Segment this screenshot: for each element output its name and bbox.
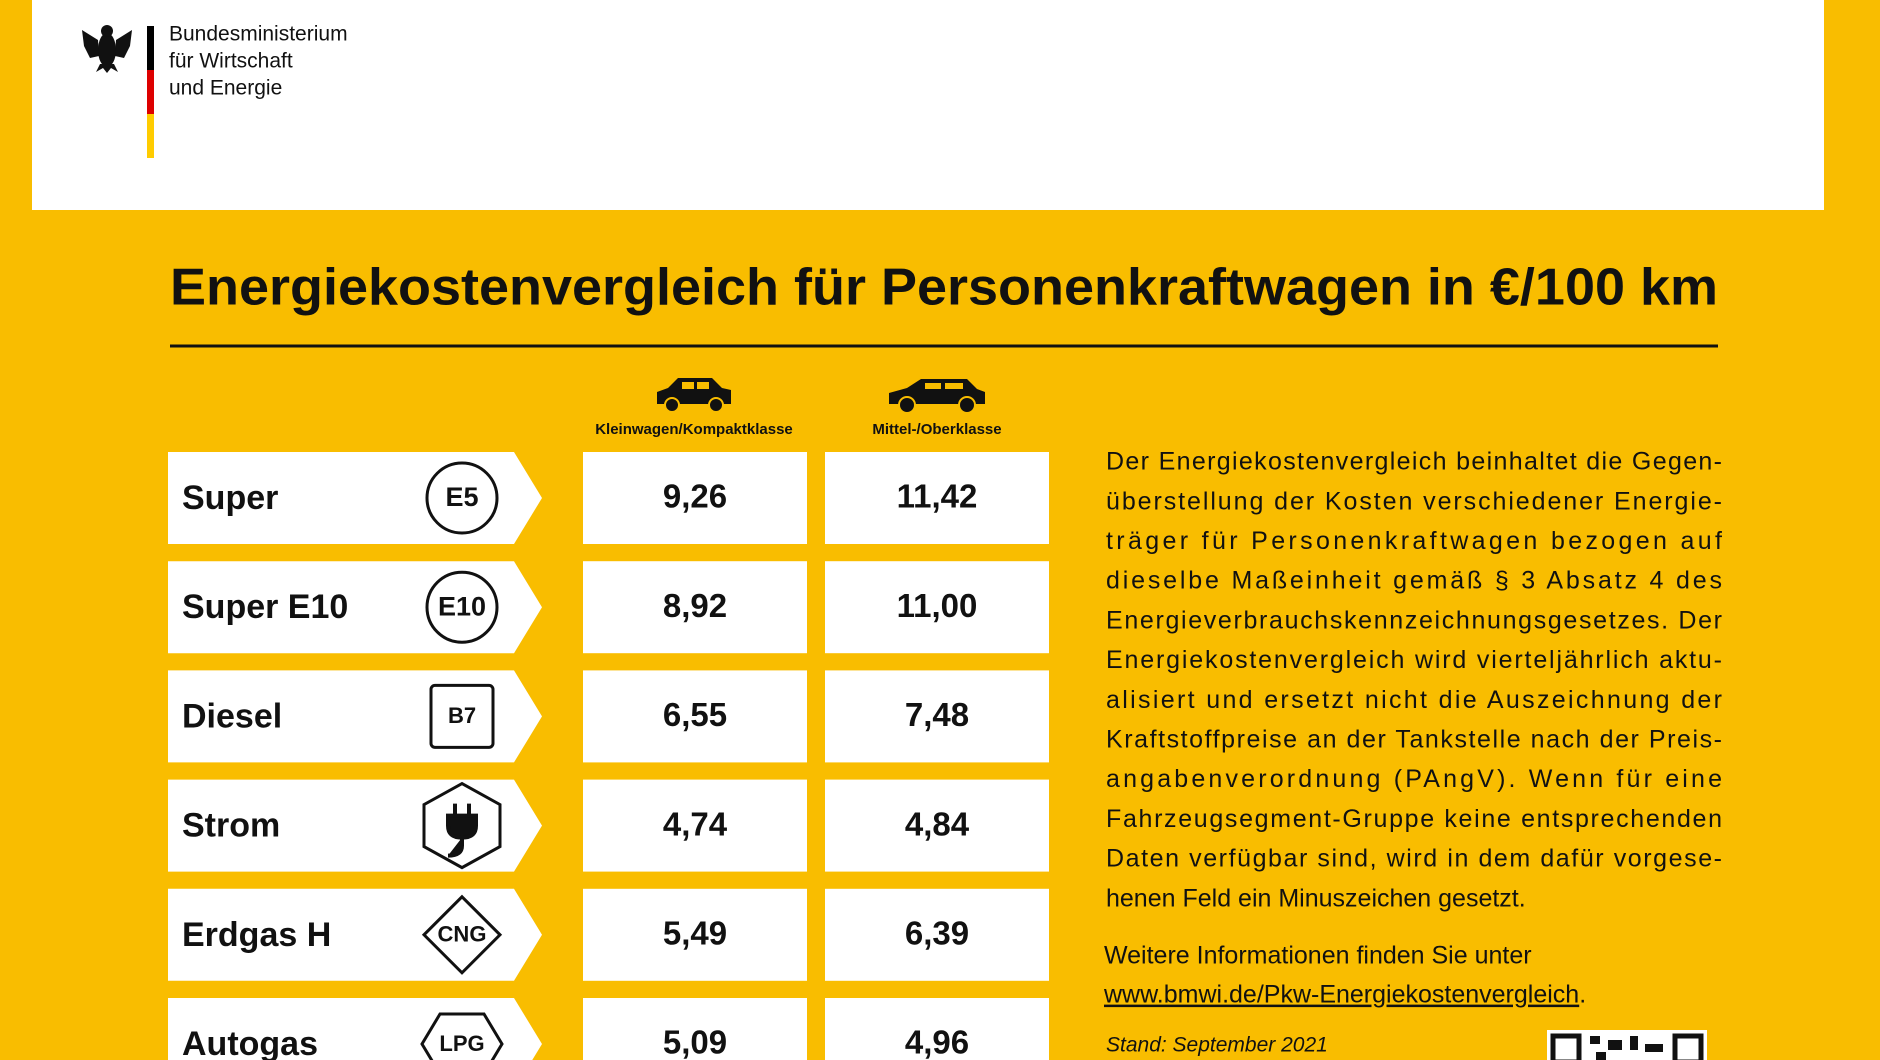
value-box: [825, 670, 1049, 763]
value: 6,39: [905, 915, 969, 952]
description-line: überstellung der Kosten verschiedener En…: [1106, 487, 1722, 515]
value: 6,55: [663, 696, 727, 733]
value: 8,92: [663, 587, 727, 624]
qr-code: [1547, 1030, 1707, 1060]
eagle-logo: [82, 25, 132, 73]
fuel-label-box: [168, 561, 542, 654]
link-end: .: [1579, 981, 1586, 1009]
description-line: Kraftstoffpreise an der Tankstelle nach …: [1106, 726, 1722, 754]
flag-black: [147, 26, 154, 70]
badge-shape: [425, 461, 499, 535]
flag-red: [147, 70, 154, 114]
description-line: alisiert und ersetzt nicht die Auszeichn…: [1106, 686, 1722, 714]
flag-gold: [147, 114, 154, 158]
badge-shape: [429, 683, 495, 749]
value-box: [583, 888, 807, 981]
value: 11,42: [897, 478, 978, 515]
fuel-label-box: [168, 779, 542, 872]
description-line: dieselbe Maßeinheit gemäß § 3 Absatz 4 d…: [1106, 567, 1722, 595]
title: Energiekostenvergleich für Personenkraft…: [170, 259, 1718, 317]
value: 9,26: [663, 478, 727, 515]
value-box: [825, 888, 1049, 981]
badge-label: E10: [438, 591, 486, 621]
badge-shape: [425, 570, 499, 644]
fuel-label-box: [168, 670, 542, 763]
badge-shape: [420, 1012, 504, 1060]
badge-label: LPG: [439, 1031, 484, 1056]
fuel-name: Diesel: [182, 697, 282, 735]
value-box: [583, 561, 807, 654]
more-info: Weitere Informationen finden Sie unter: [1104, 942, 1532, 970]
value: 11,00: [897, 587, 978, 624]
fuel-name: Erdgas H: [182, 916, 331, 954]
value-box: [825, 452, 1049, 544]
value: 5,49: [663, 915, 727, 952]
column-header: Mittel-/Oberklasse: [872, 421, 1001, 438]
fuel-label-box: [168, 452, 542, 544]
badge-shape: [421, 894, 503, 975]
description-line: Der Energiekostenvergleich beinhaltet di…: [1106, 448, 1722, 476]
fuel-name: Super: [182, 479, 278, 517]
badge-label: CNG: [438, 922, 487, 947]
stand: Stand: September 2021: [1106, 1034, 1328, 1057]
description-line: henen Feld ein Minuszeichen gesetzt.: [1106, 884, 1526, 912]
value: 4,96: [905, 1024, 969, 1060]
badge-label: B7: [448, 703, 476, 728]
description-line: Energieverbrauchskennzeichnungsgesetzes.…: [1106, 606, 1722, 634]
header-box: [32, 0, 1824, 210]
badge-label: E5: [445, 482, 478, 512]
value: 4,74: [663, 805, 728, 842]
car-large: [889, 379, 985, 414]
car-small: [657, 378, 731, 413]
ministry-name: Bundesministerium: [169, 23, 348, 46]
value: 5,09: [663, 1024, 727, 1060]
ministry-name: und Energie: [169, 77, 282, 100]
value: 4,84: [905, 805, 970, 842]
value-box: [583, 779, 807, 872]
badge-shape: [422, 781, 502, 870]
value: 7,48: [905, 696, 969, 733]
value-box: [583, 670, 807, 763]
link[interactable]: www.bmwi.de/Pkw-Energiekostenvergleich: [1103, 981, 1579, 1009]
ministry-name: für Wirtschaft: [169, 50, 293, 73]
description-line: Fahrzeugsegment-Gruppe keine entsprechen…: [1106, 805, 1722, 833]
value-box: [583, 998, 807, 1060]
description-line: Daten verfügbar sind, wird in dem dafür …: [1106, 845, 1722, 873]
value-box: [825, 561, 1049, 654]
column-header: Kleinwagen/Kompaktklasse: [595, 421, 793, 438]
fuel-name: Autogas: [182, 1025, 318, 1060]
description-line: angabenverordnung (PAngV). Wenn für eine: [1106, 765, 1722, 793]
value-box: [825, 998, 1049, 1060]
value-box: [825, 779, 1049, 872]
plug-icon: [446, 803, 478, 858]
value-box: [583, 452, 807, 544]
fuel-name: Super E10: [182, 588, 348, 626]
description-line: Energiekostenvergleich wird vierteljährl…: [1106, 646, 1722, 674]
fuel-name: Strom: [182, 807, 280, 845]
